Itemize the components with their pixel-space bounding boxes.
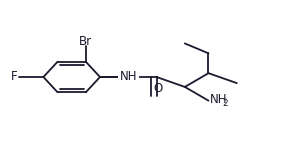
Text: F: F [11,71,17,83]
Text: NH: NH [210,93,227,106]
Text: Br: Br [79,35,93,48]
Text: O: O [153,82,162,95]
Text: NH: NH [119,71,137,83]
Text: 2: 2 [222,99,228,108]
